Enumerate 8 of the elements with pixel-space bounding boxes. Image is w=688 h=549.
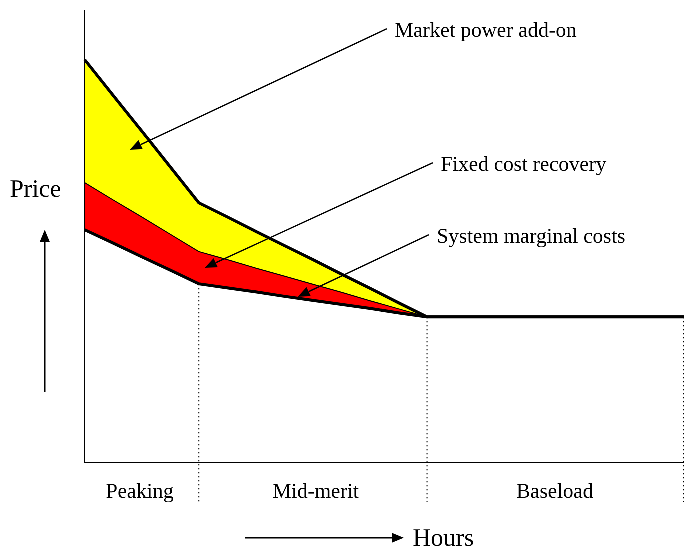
text: Peaking <box>106 479 174 503</box>
x-axis-title: Hours <box>413 525 474 549</box>
y-axis-title: Price <box>10 176 62 203</box>
annotation: Fixed cost recovery <box>441 152 608 176</box>
text: Market power add-on <box>395 18 578 42</box>
text: Mid-merit <box>272 479 360 503</box>
annotation: System marginal costs <box>437 224 626 248</box>
text: Baseload <box>516 479 594 503</box>
